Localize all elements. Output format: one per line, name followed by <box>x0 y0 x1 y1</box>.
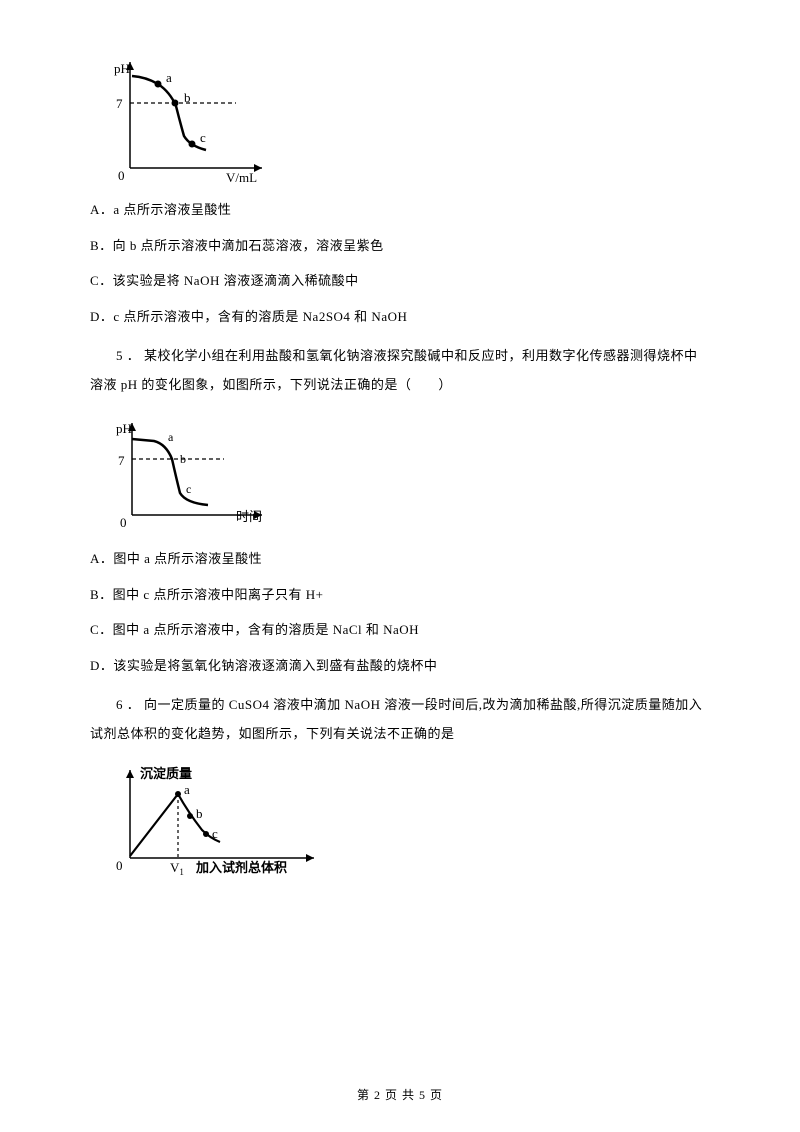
origin-label: 0 <box>118 168 125 183</box>
point-b-label-3: b <box>196 806 203 821</box>
q5-intro: 5 ． 某校化学小组在利用盐酸和氢氧化钠溶液探究酸碱中和反应时，利用数字化传感器… <box>90 342 710 399</box>
origin-label-3: 0 <box>116 858 123 873</box>
point-c-label-3: c <box>212 826 218 841</box>
point-c-label-2: c <box>186 482 191 496</box>
q4-option-c: C．该实验是将 NaOH 溶液逐滴滴入稀硫酸中 <box>90 271 710 291</box>
q4-option-a: A．a 点所示溶液呈酸性 <box>90 200 710 220</box>
y-axis-label-2: pH <box>116 421 132 436</box>
point-b-label-2: b <box>180 452 186 466</box>
q6-intro: 6 ． 向一定质量的 CuSO4 溶液中滴加 NaOH 溶液一段时间后,改为滴加… <box>90 691 710 748</box>
precipitate-volume-chart: 沉淀质量 0 V1 加入试剂总体积 a b c <box>114 764 710 882</box>
y-tick-7: 7 <box>116 96 123 111</box>
point-a-label: a <box>166 70 172 85</box>
ph-volume-chart: pH 7 0 V/mL a b c <box>114 56 710 186</box>
q4-option-d: D．c 点所示溶液中，含有的溶质是 Na2SO4 和 NaOH <box>90 307 710 327</box>
point-a-label-2: a <box>168 430 174 444</box>
point-a-label-3: a <box>184 782 190 797</box>
origin-label-2: 0 <box>120 515 127 530</box>
q4-option-b: B．向 b 点所示溶液中滴加石蕊溶液，溶液呈紫色 <box>90 236 710 256</box>
x-tick-v1: V1 <box>170 860 184 877</box>
q5-option-c: C．图中 a 点所示溶液中，含有的溶质是 NaCl 和 NaOH <box>90 620 710 640</box>
point-b-label: b <box>184 90 191 105</box>
y-axis-label-3: 沉淀质量 <box>140 766 192 781</box>
q5-option-d: D．该实验是将氢氧化钠溶液逐滴滴入到盛有盐酸的烧杯中 <box>90 656 710 676</box>
y-axis-label: pH <box>114 61 130 76</box>
x-axis-label: V/mL <box>226 170 257 185</box>
q5-option-a: A．图中 a 点所示溶液呈酸性 <box>90 549 710 569</box>
ph-time-chart: pH 7 0 时间 a b c <box>114 415 710 535</box>
point-c-label: c <box>200 130 206 145</box>
y-tick-7-2: 7 <box>118 453 125 468</box>
x-axis-label-2: 时间 <box>236 509 262 524</box>
x-axis-label-3: 加入试剂总体积 <box>195 860 287 875</box>
page-footer: 第 2 页 共 5 页 <box>0 1086 800 1104</box>
q5-option-b: B．图中 c 点所示溶液中阳离子只有 H+ <box>90 585 710 605</box>
